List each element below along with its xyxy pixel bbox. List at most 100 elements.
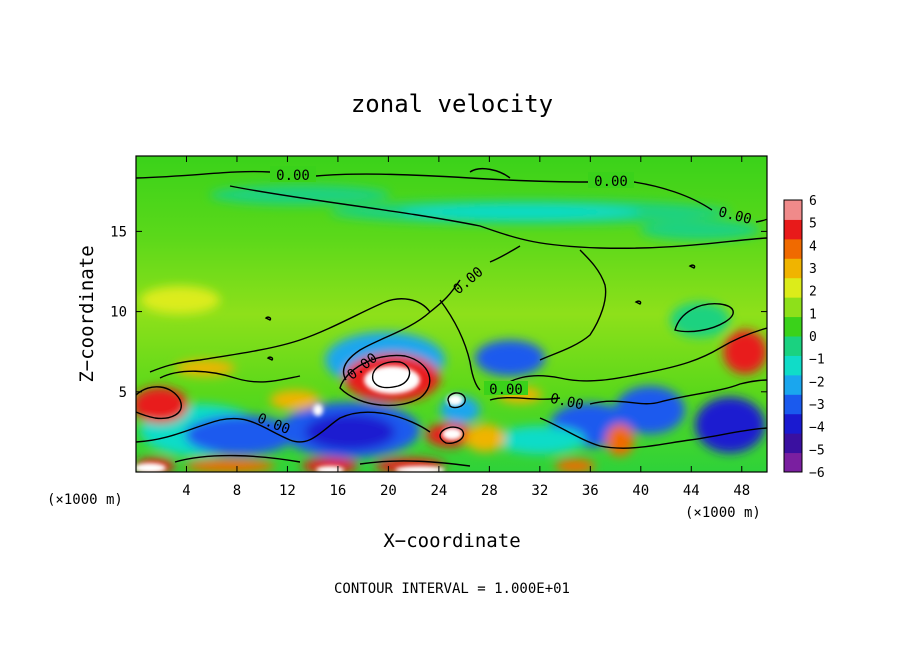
y-axis: 5 10 15 bbox=[110, 224, 767, 401]
colorbar-segment bbox=[784, 374, 802, 395]
contour-label: 0.00 bbox=[549, 391, 585, 414]
contour-line bbox=[339, 354, 431, 407]
contour-line bbox=[136, 170, 713, 211]
contour-line bbox=[634, 300, 642, 305]
contour-line bbox=[447, 392, 466, 409]
colorbar-segment bbox=[784, 316, 802, 337]
colorbar-tick-label: 4 bbox=[809, 239, 817, 254]
contour-line bbox=[136, 386, 182, 420]
colorbar-segment bbox=[784, 219, 802, 240]
contour-label: 0.00 bbox=[594, 174, 628, 190]
x-unit-left: (×1000 m) bbox=[47, 492, 123, 508]
field-patch bbox=[302, 458, 358, 472]
x-axis-label: X−coordinate bbox=[383, 530, 520, 552]
extreme-cores bbox=[136, 366, 463, 472]
field-patch bbox=[270, 390, 320, 410]
field-patch bbox=[640, 220, 760, 240]
colorbar-tick-label: −6 bbox=[809, 466, 825, 481]
field-core bbox=[442, 428, 462, 440]
y-tick-label: 10 bbox=[110, 305, 127, 321]
field-patch bbox=[670, 302, 730, 338]
colorbar-segment bbox=[784, 394, 802, 415]
field-core bbox=[447, 394, 463, 406]
field-patch bbox=[185, 459, 275, 472]
y-tick-label: 15 bbox=[110, 224, 127, 240]
field-core bbox=[313, 404, 323, 416]
x-axis: 4 8 12 16 20 24 28 32 36 40 44 48 bbox=[182, 156, 750, 499]
colorbar-tick-label: 1 bbox=[809, 307, 817, 322]
contour-label-bg bbox=[588, 172, 634, 188]
contour-line bbox=[469, 168, 511, 179]
field-patch bbox=[465, 424, 505, 452]
field-patch bbox=[695, 397, 765, 453]
colorbar: 6 5 4 3 2 1 0 −1 −2 −3 −4 −5 −6 bbox=[783, 194, 825, 481]
contour-line bbox=[494, 327, 767, 393]
field-patch bbox=[175, 360, 235, 376]
field-patch bbox=[475, 340, 545, 376]
field-patch bbox=[185, 415, 295, 455]
colorbar-tick-label: 6 bbox=[809, 194, 817, 209]
x-tick-label: 24 bbox=[430, 483, 447, 499]
colorbar-tick-label: 2 bbox=[809, 285, 817, 300]
field-patch bbox=[606, 424, 634, 456]
x-tick-label: 40 bbox=[632, 483, 649, 499]
chart-title: zonal velocity bbox=[351, 90, 553, 118]
contour-lines bbox=[136, 168, 767, 467]
colorbar-frame bbox=[783, 199, 803, 473]
contour-label: 0.00 bbox=[489, 382, 523, 398]
contour-line bbox=[489, 379, 767, 405]
contour-label: 0.00 bbox=[276, 168, 310, 184]
contour-line bbox=[342, 245, 521, 381]
field-core bbox=[364, 366, 420, 394]
colorbar-tick-label: 5 bbox=[809, 217, 817, 232]
colorbar-segment bbox=[784, 277, 802, 298]
contour-label: 0.00 bbox=[717, 204, 754, 228]
plot-frame bbox=[135, 155, 768, 473]
colorbar-segment bbox=[784, 452, 802, 473]
contour-line bbox=[266, 356, 274, 361]
contour-line bbox=[159, 370, 301, 383]
colorbar-segment bbox=[784, 258, 802, 279]
x-tick-label: 48 bbox=[733, 483, 750, 499]
colorbar-segment bbox=[784, 355, 802, 376]
colorbar-segment bbox=[784, 238, 802, 259]
contour-line bbox=[149, 298, 431, 373]
field-core bbox=[395, 466, 445, 472]
field-core bbox=[136, 463, 166, 472]
field-patch bbox=[305, 414, 395, 450]
contour-line bbox=[136, 411, 431, 443]
colorbar-tick-label: −1 bbox=[809, 353, 825, 368]
colorbar-segment bbox=[784, 297, 802, 318]
field-patch bbox=[495, 426, 585, 454]
plot-area: 0.00 0.00 0.00 0.00 0.00 0.00 0.00 0.00 bbox=[136, 156, 767, 472]
field-patch bbox=[400, 205, 640, 219]
y-axis-label: Z−coordinate bbox=[76, 245, 98, 382]
contour-line bbox=[439, 426, 465, 445]
contour-line bbox=[539, 417, 767, 449]
contour-line bbox=[674, 303, 734, 333]
field-patch bbox=[555, 459, 595, 472]
contour-label-bg bbox=[270, 166, 316, 182]
x-tick-label: 16 bbox=[329, 483, 346, 499]
colorbar-tick-label: −5 bbox=[809, 443, 825, 458]
contour-label-bg bbox=[484, 381, 528, 395]
contour-line bbox=[371, 361, 411, 389]
x-tick-label: 32 bbox=[531, 483, 548, 499]
colorbar-tick-label: 3 bbox=[809, 262, 817, 277]
x-tick-label: 28 bbox=[481, 483, 498, 499]
contour-line bbox=[229, 185, 767, 249]
x-unit-right: (×1000 m) bbox=[685, 505, 761, 521]
field-patch bbox=[723, 330, 767, 374]
x-tick-label: 4 bbox=[182, 483, 190, 499]
contour-interval-note: CONTOUR INTERVAL = 1.000E+01 bbox=[334, 581, 570, 597]
colorbar-tick-label: 0 bbox=[809, 330, 817, 345]
colorbar-segment bbox=[784, 413, 802, 434]
x-tick-label: 36 bbox=[582, 483, 599, 499]
contour-line bbox=[264, 316, 272, 321]
contour-line bbox=[688, 264, 696, 269]
contour-line bbox=[174, 454, 471, 467]
x-tick-label: 12 bbox=[279, 483, 296, 499]
field-patch bbox=[140, 286, 220, 314]
colorbar-tick-label: −2 bbox=[809, 375, 825, 390]
